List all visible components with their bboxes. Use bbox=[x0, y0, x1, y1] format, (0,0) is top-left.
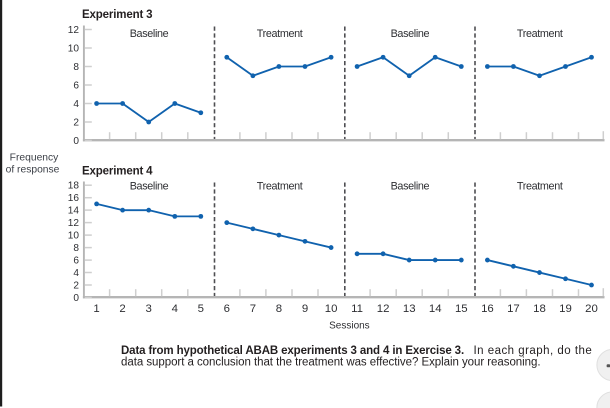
svg-text:18: 18 bbox=[533, 303, 546, 315]
svg-text:0: 0 bbox=[73, 293, 79, 304]
svg-text:data support a conclusion that: data support a conclusion that the treat… bbox=[121, 356, 540, 368]
svg-text:Treatment: Treatment bbox=[517, 28, 563, 40]
svg-text:13: 13 bbox=[403, 303, 416, 315]
svg-text:Data from hypothetical ABAB ex: Data from hypothetical ABAB experiments … bbox=[121, 345, 592, 357]
svg-text:16: 16 bbox=[481, 303, 494, 315]
svg-text:4: 4 bbox=[73, 99, 79, 110]
svg-text:Baseline: Baseline bbox=[130, 180, 169, 192]
svg-text:8: 8 bbox=[276, 303, 282, 315]
svg-text:Treatment: Treatment bbox=[257, 28, 303, 40]
svg-text:6: 6 bbox=[73, 80, 79, 91]
svg-text:Baseline: Baseline bbox=[391, 28, 430, 40]
svg-text:15: 15 bbox=[455, 303, 468, 315]
svg-text:2: 2 bbox=[119, 303, 125, 315]
svg-text:Sessions: Sessions bbox=[329, 320, 370, 331]
svg-text:6: 6 bbox=[224, 303, 230, 315]
svg-text:Experiment 3: Experiment 3 bbox=[82, 9, 152, 21]
svg-text:14: 14 bbox=[429, 303, 442, 315]
svg-text:12: 12 bbox=[377, 303, 390, 315]
svg-text:Treatment: Treatment bbox=[517, 180, 563, 192]
svg-text:2: 2 bbox=[73, 280, 79, 291]
svg-text:0: 0 bbox=[73, 136, 79, 147]
svg-text:12: 12 bbox=[68, 25, 80, 36]
svg-text:18: 18 bbox=[68, 181, 80, 192]
svg-text:19: 19 bbox=[559, 303, 572, 315]
svg-text:Baseline: Baseline bbox=[130, 28, 169, 40]
svg-text:3: 3 bbox=[146, 303, 152, 315]
svg-text:Experiment 4: Experiment 4 bbox=[82, 166, 153, 178]
svg-text:1: 1 bbox=[93, 303, 99, 315]
svg-text:5: 5 bbox=[198, 303, 204, 315]
svg-text:4: 4 bbox=[73, 268, 79, 279]
svg-text:4: 4 bbox=[172, 303, 178, 315]
svg-text:8: 8 bbox=[73, 243, 79, 254]
svg-text:6: 6 bbox=[73, 255, 79, 266]
svg-text:Treatment: Treatment bbox=[257, 180, 303, 192]
svg-text:2: 2 bbox=[73, 117, 79, 128]
svg-text:12: 12 bbox=[68, 218, 80, 229]
svg-text:16: 16 bbox=[68, 193, 80, 204]
svg-text:7: 7 bbox=[250, 303, 256, 315]
svg-text:10: 10 bbox=[325, 303, 338, 315]
svg-text:Frequency: Frequency bbox=[10, 152, 60, 163]
svg-text:17: 17 bbox=[507, 303, 520, 315]
svg-text:14: 14 bbox=[68, 205, 80, 216]
svg-text:20: 20 bbox=[585, 303, 598, 315]
svg-text:10: 10 bbox=[68, 43, 80, 54]
svg-text:8: 8 bbox=[73, 62, 79, 73]
svg-text:9: 9 bbox=[302, 303, 308, 315]
svg-text:11: 11 bbox=[351, 303, 363, 315]
svg-text:10: 10 bbox=[68, 230, 80, 241]
svg-text:Baseline: Baseline bbox=[391, 180, 430, 192]
svg-text:of response: of response bbox=[6, 164, 60, 175]
